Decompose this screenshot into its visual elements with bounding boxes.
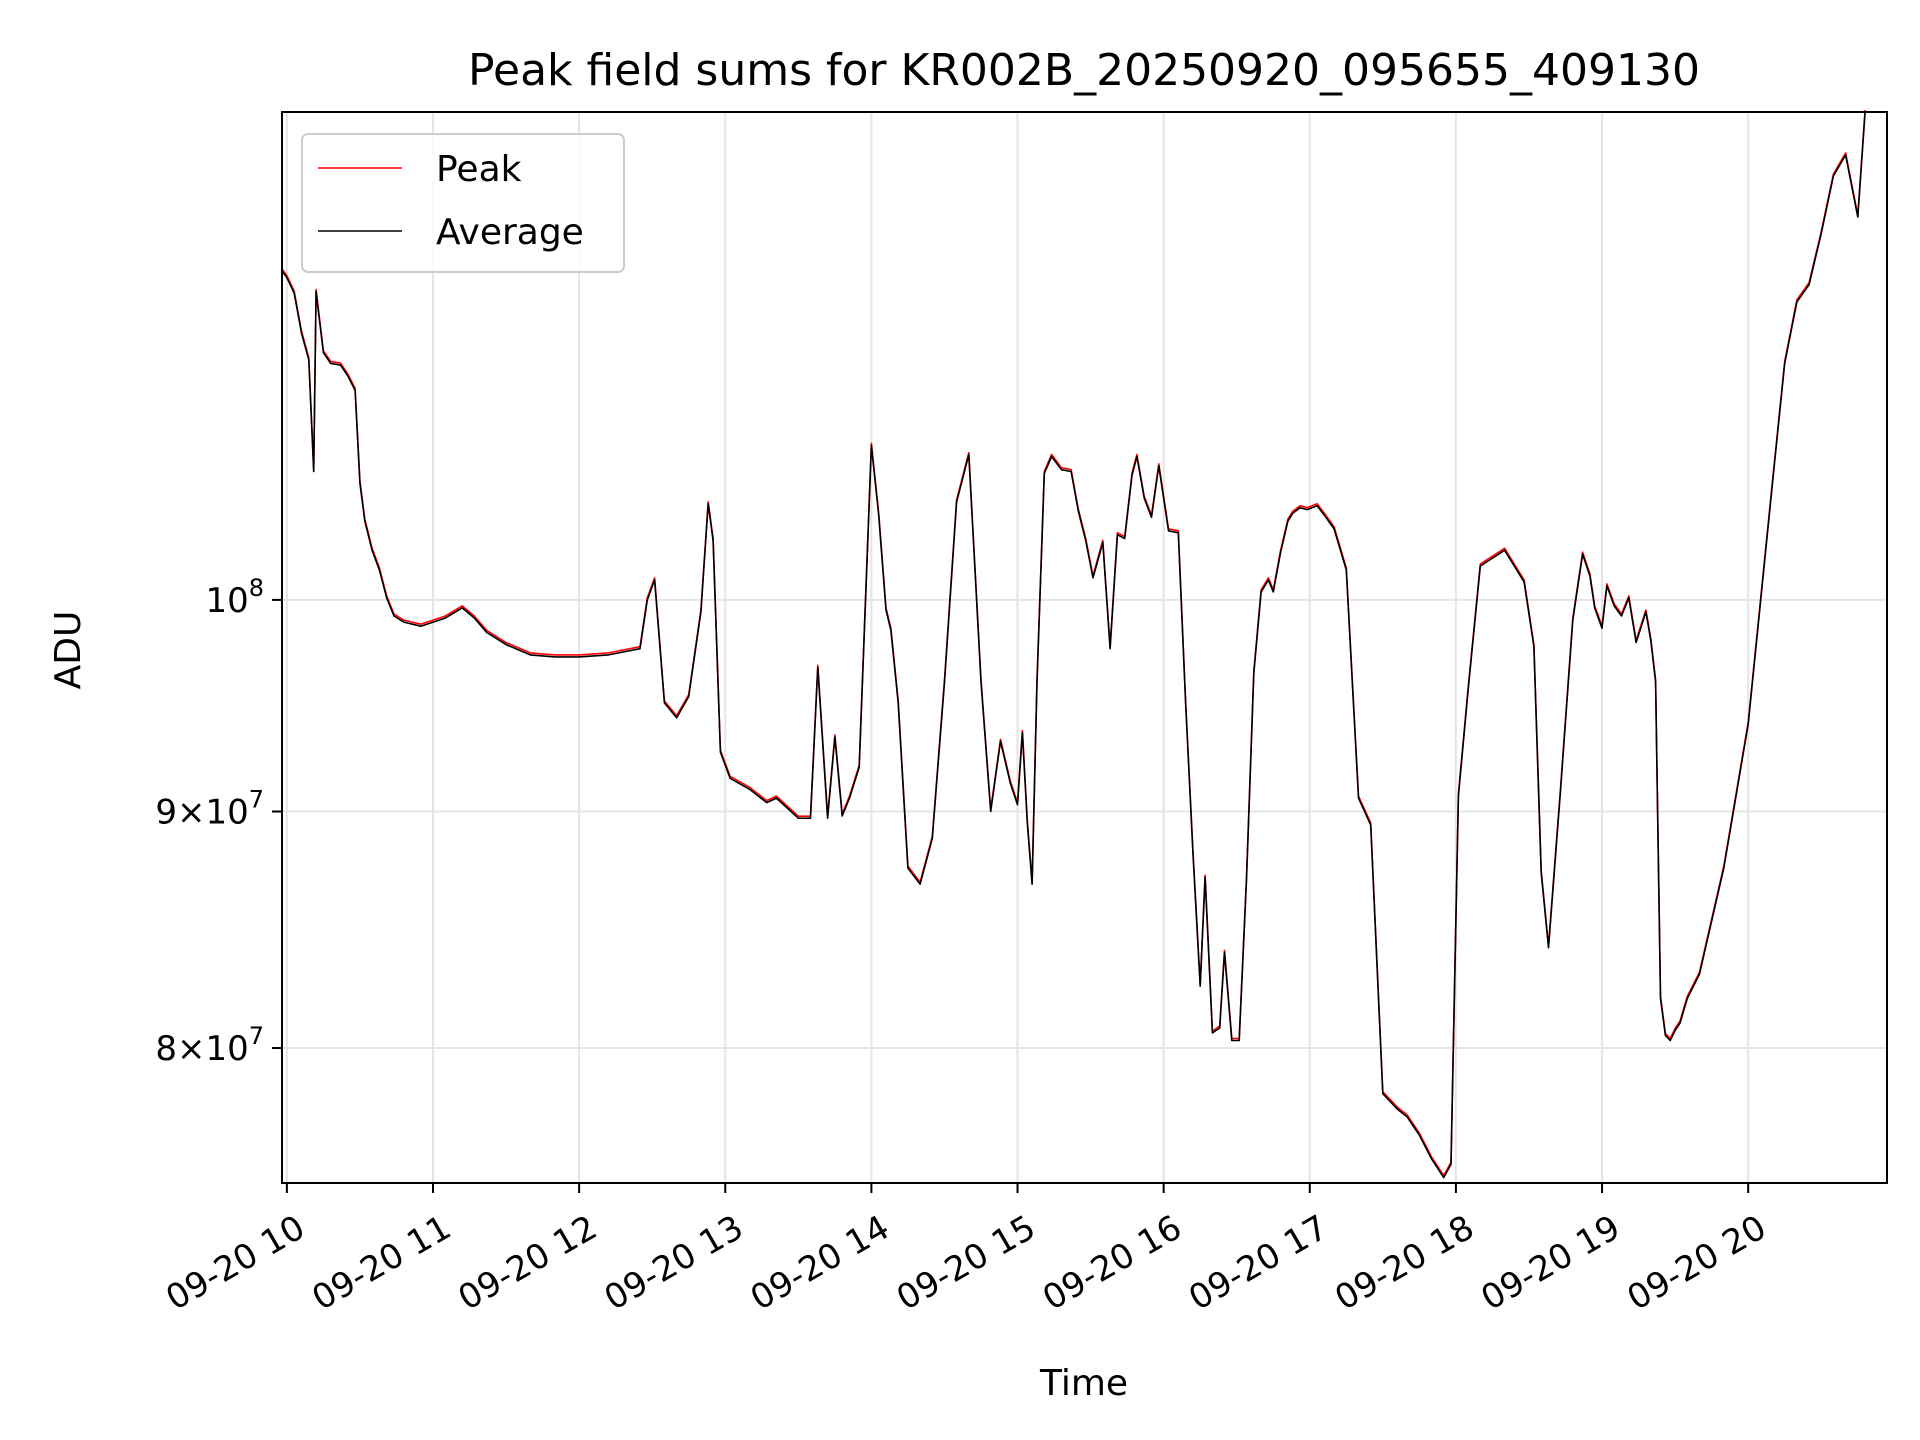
series-line-average [281, 111, 1866, 1179]
y-tick-label: 8×107 [155, 1022, 264, 1069]
y-tick-exponent: 7 [249, 785, 264, 813]
x-axis-label: Time [1039, 1363, 1128, 1404]
legend: Peak Average [301, 133, 625, 273]
y-tick-base: 8×10 [155, 1029, 248, 1069]
chart-title: Peak field sums for KR002B_20250920_0956… [468, 45, 1700, 96]
y-tick-label: 108 [205, 574, 264, 621]
legend-label-average: Average [436, 212, 584, 253]
grid [282, 112, 1887, 1183]
legend-label-peak: Peak [436, 149, 522, 190]
y-tick-label: 9×107 [155, 785, 264, 832]
y-tick-exponent: 8 [249, 574, 264, 602]
y-tick-base: 10 [205, 581, 248, 621]
series-layer [281, 109, 1866, 1179]
y-tick-base: 9×10 [155, 792, 248, 832]
y-axis-label: ADU [48, 611, 89, 690]
plot-frame [281, 111, 1888, 1184]
y-tick-exponent: 7 [249, 1022, 264, 1050]
